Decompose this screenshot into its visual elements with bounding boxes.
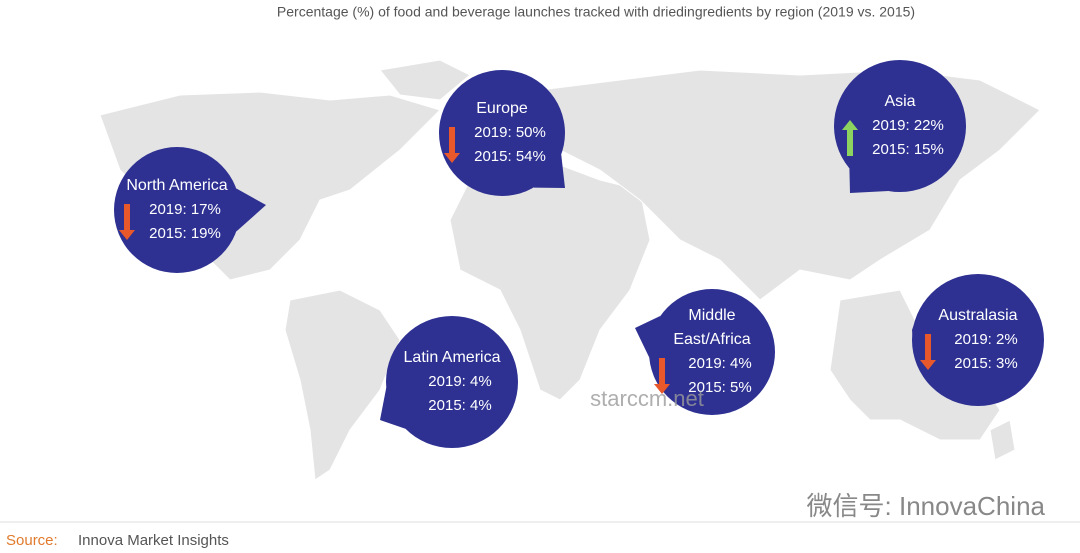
bubble-tail — [635, 315, 661, 358]
region-name: North America — [126, 177, 227, 194]
bubbles: North America 2019: 17% 2015: 19% Europe 201… — [114, 60, 1044, 448]
region-bubble: North America 2019: 17% 2015: 19% — [114, 147, 266, 273]
region-bubble: Middle East/Africa 2019: 4% 2015: 5% — [635, 289, 775, 415]
region-bubble: Europe 2019: 50% 2015: 54% — [439, 70, 565, 196]
bubble — [439, 70, 565, 196]
region-bubble: Australasia 2019: 2% 2015: 3% — [912, 274, 1044, 406]
bubble — [386, 316, 518, 448]
bubble-tail — [236, 188, 266, 232]
bubble — [834, 60, 966, 192]
bubble — [649, 289, 775, 415]
title: Percentage (%) of food and beverage laun… — [277, 4, 915, 20]
region-bubble: Latin America 2019: 4% 2015: 4% — [380, 316, 518, 448]
region-value: 2015: 5% — [688, 379, 751, 396]
region-name: Middle — [688, 307, 735, 324]
region-value: 2019: 22% — [872, 117, 944, 134]
region-value: 2019: 4% — [688, 355, 751, 372]
region-value: 2015: 54% — [474, 148, 546, 165]
trend-arrow-down — [654, 358, 670, 394]
trend-arrow-up — [842, 120, 858, 156]
region-name: East/Africa — [673, 331, 750, 348]
region-value: 2019: 2% — [954, 331, 1017, 348]
trend-arrow-down — [920, 334, 936, 370]
trend-arrow-down — [444, 127, 460, 163]
region-value: 2015: 3% — [954, 355, 1017, 372]
watermark: starccm.net — [590, 386, 704, 411]
region-name: Asia — [884, 93, 915, 110]
bubble — [114, 147, 240, 273]
bubble — [912, 274, 1044, 406]
watermark: 微信号: InnovaChina — [807, 491, 1046, 521]
region-value: 2019: 50% — [474, 124, 546, 141]
trend-arrow-down — [119, 204, 135, 240]
region-value: 2019: 4% — [428, 373, 491, 390]
region-value: 2019: 17% — [149, 201, 221, 218]
region-name: Europe — [476, 100, 528, 117]
region-value: 2015: 15% — [872, 141, 944, 158]
region-name: Australasia — [938, 307, 1017, 324]
region-value: 2015: 4% — [428, 397, 491, 414]
region-value: 2015: 19% — [149, 225, 221, 242]
source-label: Source: — [6, 532, 58, 549]
source-text: Innova Market Insights — [78, 532, 229, 549]
region-name: Latin America — [404, 349, 501, 366]
region-bubble: Asia 2019: 22% 2015: 15% — [834, 60, 966, 193]
